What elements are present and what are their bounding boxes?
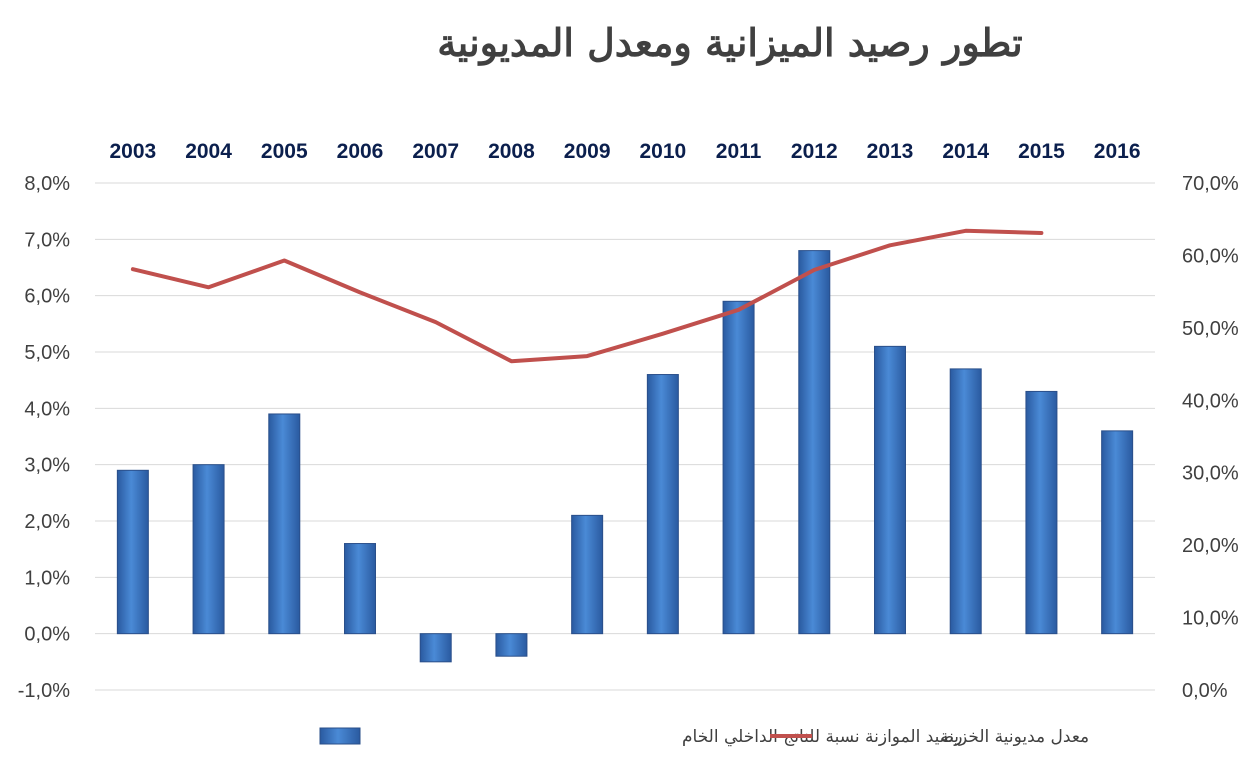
bar-series bbox=[116, 250, 1134, 663]
year-label: 2015 bbox=[1018, 140, 1065, 163]
right-tick-label: 40,0% bbox=[1182, 390, 1239, 412]
year-label: 2003 bbox=[109, 140, 156, 163]
right-tick-label: 50,0% bbox=[1182, 318, 1239, 340]
year-label: 2010 bbox=[639, 140, 686, 163]
left-axis-ticks: -1,0% 0,0% 1,0% 2,0% 3,0% 4,0% 5,0% 6,0% 7,0% 8,0… bbox=[18, 173, 70, 702]
right-tick-label: 20,0% bbox=[1182, 535, 1239, 557]
year-labels: 2003 2004 2005 2006 2007 2008 2009 2010 2011 2012… bbox=[109, 140, 1140, 163]
legend-bar-swatch bbox=[319, 727, 361, 745]
left-tick-label: 5,0% bbox=[24, 342, 70, 364]
year-label: 2012 bbox=[791, 140, 838, 163]
left-tick-label: -1,0% bbox=[18, 680, 70, 702]
year-label: 2004 bbox=[185, 140, 232, 163]
legend-bar-label: رصيد الموازنة نسبة للناتج الداخلي الخام bbox=[682, 727, 962, 747]
right-tick-label: 10,0% bbox=[1182, 608, 1239, 630]
line-series bbox=[130, 228, 1044, 364]
left-tick-label: 2,0% bbox=[24, 511, 70, 533]
year-label: 2007 bbox=[412, 140, 459, 163]
chart-title: تطور رصيد الميزانية ومعدل المديونية bbox=[437, 20, 1022, 66]
year-label: 2011 bbox=[716, 140, 762, 163]
year-label: 2006 bbox=[337, 140, 384, 163]
year-label: 2005 bbox=[261, 140, 308, 163]
year-label: 2008 bbox=[488, 140, 535, 163]
bar bbox=[722, 300, 755, 635]
year-label: 2009 bbox=[564, 140, 611, 163]
left-tick-label: 0,0% bbox=[24, 624, 70, 646]
right-axis-ticks: 0,0% 10,0% 20,0% 30,0% 40,0% 50,0% 60,0% 70,0% bbox=[1182, 173, 1239, 702]
bar bbox=[1025, 390, 1058, 635]
bar bbox=[344, 543, 376, 635]
left-tick-label: 3,0% bbox=[24, 455, 70, 477]
right-tick-label: 30,0% bbox=[1182, 463, 1239, 485]
bar bbox=[268, 413, 301, 635]
bar bbox=[1101, 430, 1134, 635]
bar bbox=[116, 469, 149, 635]
gridlines bbox=[95, 182, 1155, 691]
legend: رصيد الموازنة نسبة للناتج الداخلي الخام … bbox=[319, 727, 1089, 747]
left-tick-label: 7,0% bbox=[24, 229, 70, 251]
bar bbox=[646, 374, 679, 635]
legend-line-label: معدل مديونية الخزينة bbox=[940, 727, 1089, 747]
left-tick-label: 8,0% bbox=[24, 173, 70, 195]
bar bbox=[949, 368, 982, 635]
left-tick-label: 6,0% bbox=[24, 286, 70, 308]
bar bbox=[874, 345, 906, 635]
year-label: 2016 bbox=[1094, 140, 1141, 163]
right-tick-label: 60,0% bbox=[1182, 245, 1239, 267]
left-tick-label: 1,0% bbox=[24, 567, 70, 589]
debt-line bbox=[130, 228, 1044, 364]
bar bbox=[419, 633, 452, 663]
right-tick-label: 70,0% bbox=[1182, 173, 1239, 195]
left-tick-label: 4,0% bbox=[24, 398, 70, 420]
bar bbox=[571, 514, 604, 635]
bar bbox=[495, 633, 528, 657]
right-tick-label: 0,0% bbox=[1182, 680, 1228, 702]
year-label: 2013 bbox=[867, 140, 914, 163]
year-label: 2014 bbox=[942, 140, 989, 163]
bar bbox=[192, 464, 225, 635]
bar bbox=[798, 250, 831, 635]
